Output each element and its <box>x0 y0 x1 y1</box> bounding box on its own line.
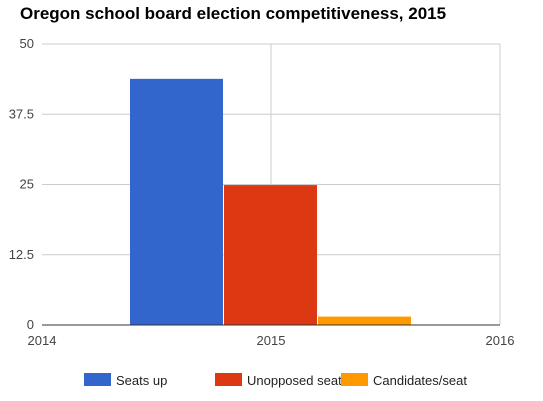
legend: Seats up Unopposed seats Candidates/seat <box>84 373 467 388</box>
legend-swatch <box>215 373 242 386</box>
x-tick-label: 2014 <box>28 333 57 348</box>
y-tick-label: 37.5 <box>9 106 34 121</box>
legend-swatch <box>341 373 368 386</box>
legend-label: Candidates/seat <box>373 373 467 388</box>
legend-label: Seats up <box>116 373 167 388</box>
bar-seats-up <box>130 78 223 326</box>
x-tick-label: 2016 <box>486 333 515 348</box>
bar-candidates-seat <box>318 316 411 325</box>
chart-title: Oregon school board election competitive… <box>20 4 447 23</box>
y-tick-label: 25 <box>20 177 34 192</box>
bars <box>130 78 411 326</box>
bar-unopposed-seats <box>224 185 317 325</box>
legend-swatch <box>84 373 111 386</box>
x-tick-label: 2015 <box>257 333 286 348</box>
legend-label: Unopposed seats <box>247 373 349 388</box>
y-tick-label: 12.5 <box>9 247 34 262</box>
y-tick-label: 50 <box>20 36 34 51</box>
y-axis-ticks: 0 12.5 25 37.5 50 <box>9 36 34 332</box>
x-axis-ticks: 2014 2015 2016 <box>28 333 515 348</box>
y-tick-label: 0 <box>27 317 34 332</box>
